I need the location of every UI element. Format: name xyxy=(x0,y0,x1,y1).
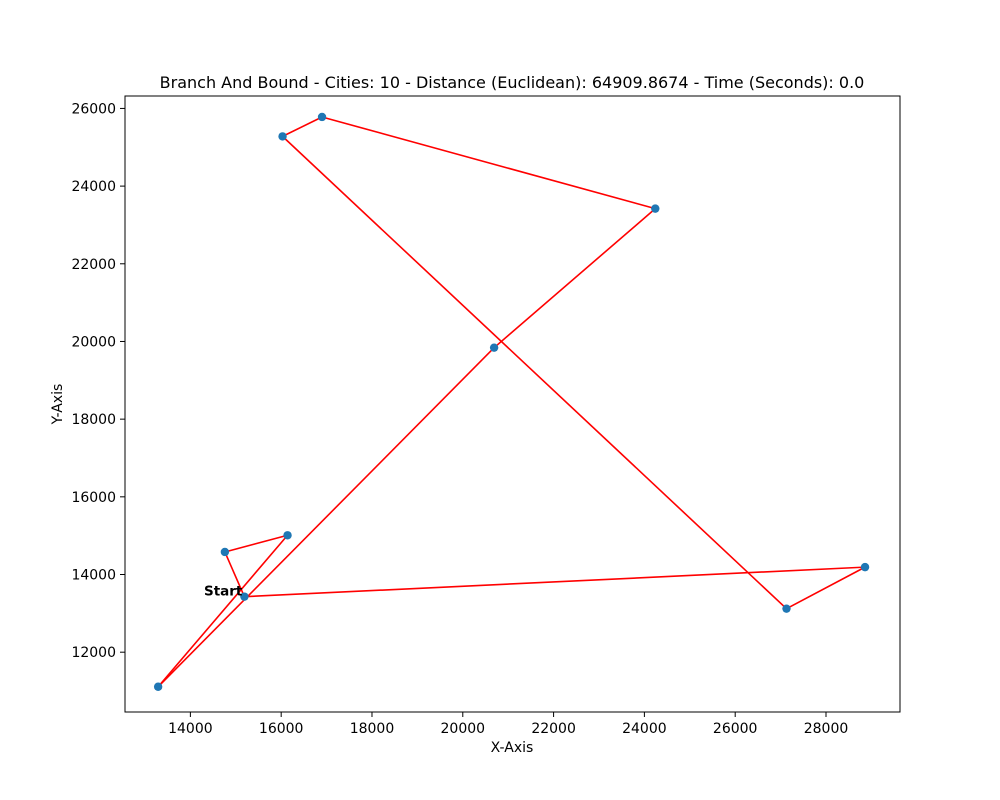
city-point xyxy=(153,682,163,691)
route-segment xyxy=(281,135,788,610)
city-point xyxy=(782,604,791,613)
start-annotation: Start xyxy=(204,584,243,600)
chart-title: Branch And Bound - Cities: 10 - Distance… xyxy=(160,73,865,92)
x-tick-label: 22000 xyxy=(531,721,576,737)
route-segment xyxy=(786,566,866,610)
y-tick-label: 26000 xyxy=(71,101,116,117)
y-tick-label: 14000 xyxy=(71,568,116,584)
route-segment xyxy=(282,116,323,138)
city-point xyxy=(317,112,327,122)
route-segment xyxy=(493,208,656,349)
x-tick-label: 20000 xyxy=(441,721,486,737)
x-tick-label: 16000 xyxy=(259,721,304,737)
city-point xyxy=(278,132,287,141)
plot-area: Start xyxy=(153,112,870,691)
route-layer xyxy=(157,116,866,688)
x-axis-label: X-Axis xyxy=(491,740,534,756)
x-tick-label: 14000 xyxy=(168,721,213,737)
x-axis-ticks: 14000 16000 18000 20000 22000 24000 26000 28000 xyxy=(168,712,848,737)
y-tick-label: 16000 xyxy=(71,490,116,506)
route-segment xyxy=(224,534,288,553)
x-tick-label: 18000 xyxy=(350,721,395,737)
y-tick-label: 20000 xyxy=(71,334,116,350)
route-segment xyxy=(157,534,289,688)
y-tick-label: 24000 xyxy=(71,179,116,195)
city-point xyxy=(489,343,499,352)
y-tick-label: 18000 xyxy=(71,412,116,428)
city-point xyxy=(860,562,870,572)
x-tick-label: 26000 xyxy=(713,721,758,737)
route-segment xyxy=(321,116,656,210)
y-tick-label: 12000 xyxy=(71,645,116,661)
city-point xyxy=(283,531,292,540)
annotation-layer: Start xyxy=(204,584,243,600)
y-axis-ticks: 12000 14000 16000 18000 20000 22000 24000 26000 xyxy=(71,101,125,661)
city-point xyxy=(240,592,249,601)
x-tick-label: 28000 xyxy=(804,721,849,737)
y-tick-label: 22000 xyxy=(71,257,116,273)
route-segment xyxy=(244,566,866,598)
points-layer xyxy=(153,112,870,691)
city-point xyxy=(651,204,660,213)
axes-frame xyxy=(124,95,901,713)
y-axis-label: Y-Axis xyxy=(50,384,66,426)
x-tick-label: 24000 xyxy=(622,721,667,737)
city-point xyxy=(220,547,230,557)
route-segment xyxy=(157,347,495,688)
